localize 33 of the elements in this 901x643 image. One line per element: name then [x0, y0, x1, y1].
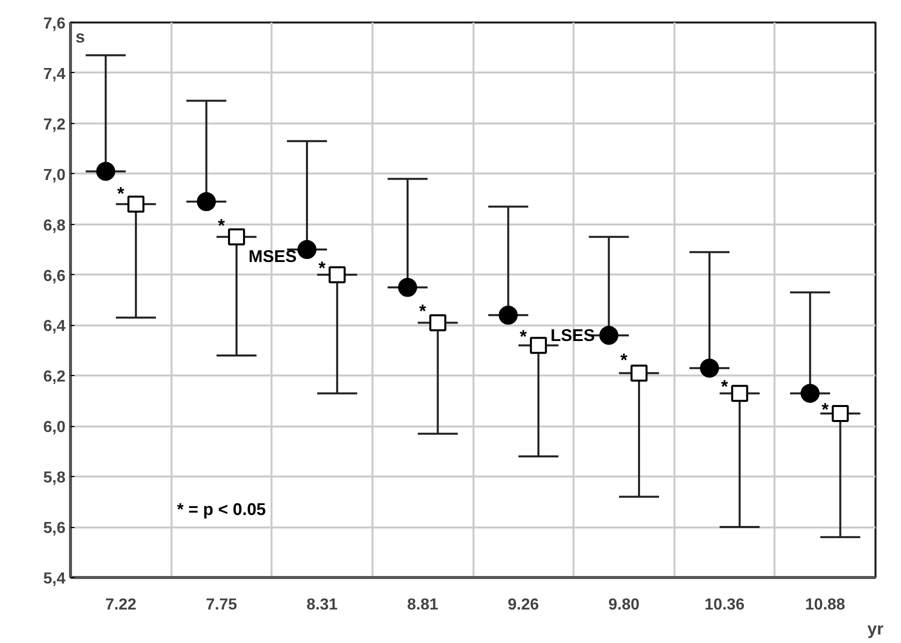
y-tick-label: 6,2	[43, 368, 66, 386]
x-tick-label: 10.36	[704, 596, 745, 614]
x-tick-label: 10.88	[805, 596, 846, 614]
annotation: *	[520, 326, 527, 346]
annotation: *	[620, 350, 628, 370]
x-tick-label: 7.75	[206, 596, 238, 614]
annotation: *	[419, 301, 426, 322]
annotation: *	[318, 258, 326, 278]
x-tick-label: 9.26	[508, 596, 539, 614]
y-tick-label: 6,8	[43, 217, 66, 234]
annotation: *	[117, 184, 124, 204]
y-tick-label: 7,0	[43, 166, 66, 184]
y-tick-label: 5,6	[43, 520, 66, 538]
x-tick-label: 8.81	[407, 596, 438, 614]
series-label: MSES	[248, 246, 297, 266]
y-tick-label: 6,4	[43, 318, 66, 336]
y-tick-label: 7,6	[43, 16, 66, 32]
y-tick-label: 7,4	[43, 66, 66, 83]
x-tick-label: 7.22	[105, 596, 136, 614]
x-axis-title: yr	[867, 620, 884, 638]
y-tick-label: 5,4	[43, 570, 66, 588]
annotation: *	[822, 399, 829, 420]
y-tick-label: 5,8	[43, 470, 66, 487]
x-tick-label: 8.31	[306, 596, 338, 614]
y-tick-label: 7,2	[43, 116, 66, 134]
y-axis-title: s	[76, 28, 85, 46]
y-tick-label: 6,0	[43, 419, 66, 436]
x-tick-label: 9.80	[608, 596, 640, 614]
annotation: * = p < 0.05	[177, 500, 266, 519]
annotation: *	[721, 376, 728, 397]
y-tick-label: 6,6	[43, 268, 66, 285]
series-label: LSES	[550, 326, 595, 345]
annotation: *	[218, 215, 225, 236]
